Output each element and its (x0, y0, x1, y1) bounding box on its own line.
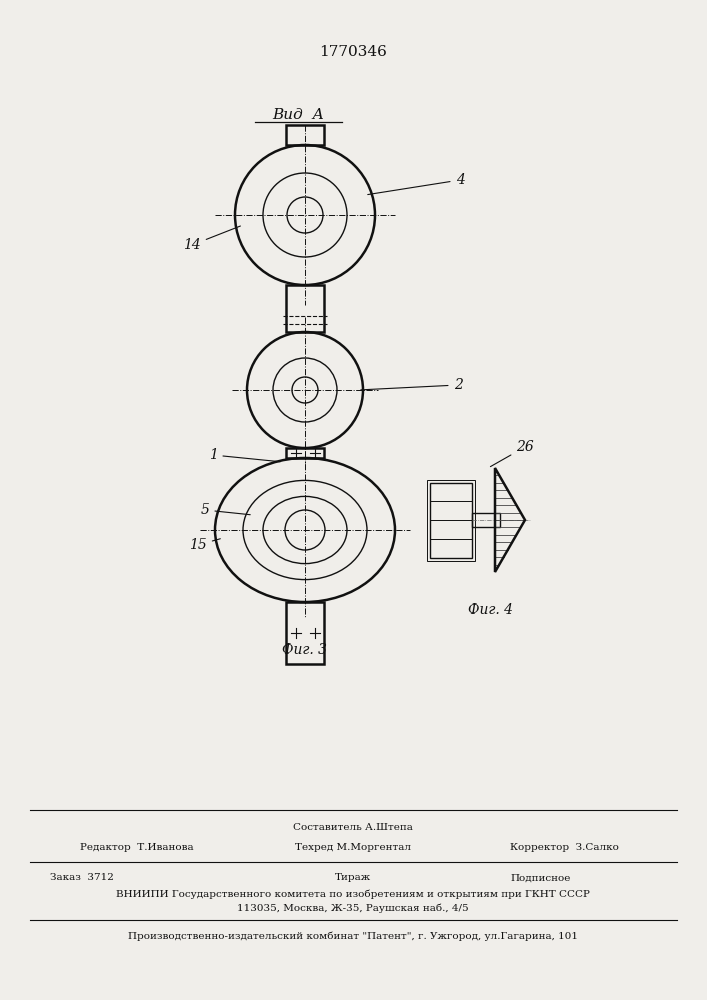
Text: 2: 2 (361, 378, 462, 392)
Bar (472, 513, 500, 527)
Text: Вид  А: Вид А (272, 108, 324, 122)
Text: 26: 26 (491, 440, 534, 467)
Text: Техред М.Моргентал: Техред М.Моргентал (295, 844, 411, 852)
Text: Подписное: Подписное (510, 874, 571, 882)
Bar (427, 480, 475, 560)
Text: Фиг. 4: Фиг. 4 (467, 603, 513, 617)
Text: Корректор  З.Салко: Корректор З.Салко (510, 844, 619, 852)
Bar (286, 285, 324, 332)
Text: ВНИИПИ Государственного комитета по изобретениям и открытиям при ГКНТ СССР: ВНИИПИ Государственного комитета по изоб… (116, 889, 590, 899)
Bar (430, 483, 472, 558)
Text: 1: 1 (209, 448, 280, 462)
Text: Редактор  Т.Иванова: Редактор Т.Иванова (80, 844, 194, 852)
Text: Составитель А.Штепа: Составитель А.Штепа (293, 824, 413, 832)
Text: 14: 14 (183, 226, 240, 252)
Text: 1770346: 1770346 (319, 45, 387, 59)
Text: Производственно-издательский комбинат "Патент", г. Ужгород, ул.Гагарина, 101: Производственно-издательский комбинат "П… (128, 931, 578, 941)
Text: Тираж: Тираж (335, 874, 371, 882)
Text: 15: 15 (189, 538, 221, 552)
Text: Заказ  3712: Заказ 3712 (50, 874, 114, 882)
Bar (286, 125, 324, 145)
Text: 5: 5 (201, 503, 250, 517)
Bar (286, 448, 324, 458)
Text: 4: 4 (368, 173, 464, 195)
Bar (286, 602, 324, 664)
Text: 113035, Москва, Ж-35, Раушская наб., 4/5: 113035, Москва, Ж-35, Раушская наб., 4/5 (237, 903, 469, 913)
Text: Фиг. 3: Фиг. 3 (283, 643, 327, 657)
